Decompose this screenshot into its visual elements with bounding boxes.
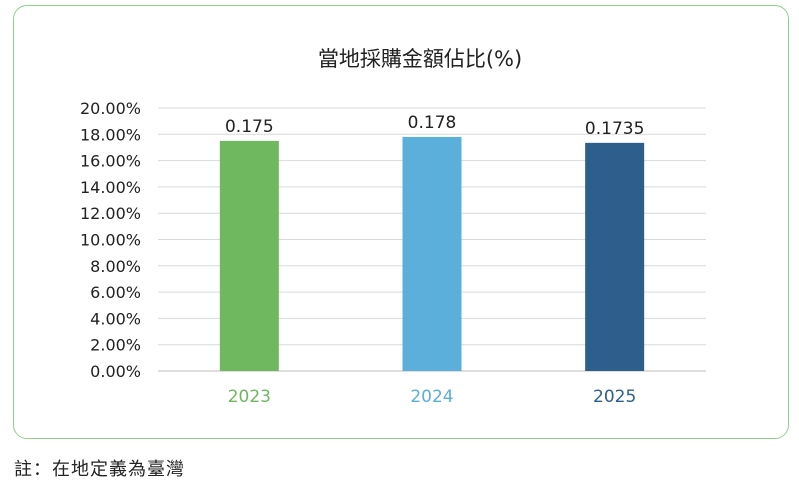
bar-2024 xyxy=(402,136,462,371)
y-axis-ticks: 0.00% 2.00% 4.00% 6.00% 8.00% 10.00% 12.00% 14.… xyxy=(80,99,141,381)
y-tick-label: 20.00% xyxy=(80,99,141,118)
x-tick-label: 2024 xyxy=(410,387,453,407)
bars xyxy=(219,136,645,371)
y-tick-label: 14.00% xyxy=(80,178,141,197)
data-label: 0.1735 xyxy=(585,119,644,139)
data-label: 0.178 xyxy=(408,113,457,133)
y-tick-label: 18.00% xyxy=(80,125,141,144)
y-tick-label: 6.00% xyxy=(90,283,141,302)
y-tick-label: 12.00% xyxy=(80,204,141,223)
x-axis-ticks: 2023 2024 2025 xyxy=(228,387,637,407)
bar-2025 xyxy=(585,142,645,371)
data-labels: 0.175 0.178 0.1735 xyxy=(225,113,644,139)
y-tick-label: 10.00% xyxy=(80,231,141,250)
chart-card xyxy=(13,5,789,439)
y-tick-label: 2.00% xyxy=(90,336,141,355)
y-tick-label: 0.00% xyxy=(90,362,141,381)
footnote: 註：在地定義為臺灣 xyxy=(14,459,185,480)
bar-2023 xyxy=(219,140,279,371)
y-tick-label: 4.00% xyxy=(90,309,141,328)
y-tick-label: 8.00% xyxy=(90,257,141,276)
y-tick-label: 16.00% xyxy=(80,152,141,171)
chart-title: 當地採購金額佔比(%) xyxy=(318,47,522,71)
data-label: 0.175 xyxy=(225,117,274,137)
x-tick-label: 2025 xyxy=(593,387,636,407)
bar-chart: 當地採購金額佔比(%) 0.00% 2.00% 4.00% 6.00% 8.00% 10.… xyxy=(80,47,706,407)
x-tick-label: 2023 xyxy=(228,387,271,407)
